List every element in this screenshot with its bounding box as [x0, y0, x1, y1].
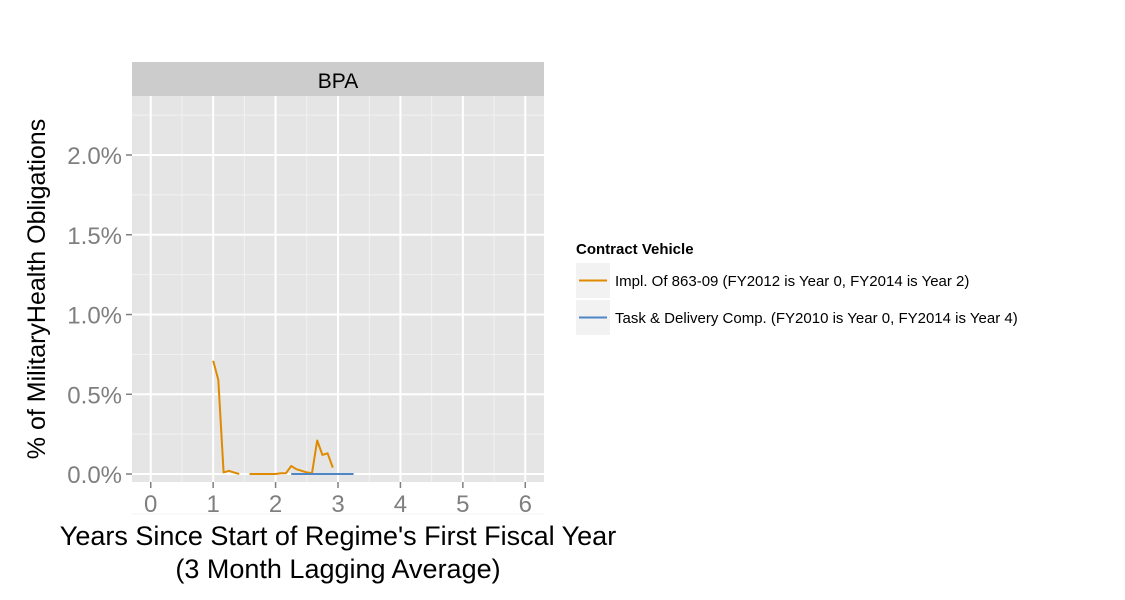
x-axis-subtitle: (3 Month Lagging Average): [175, 554, 500, 584]
x-tick-label: 6: [519, 491, 532, 518]
legend-title: Contract Vehicle: [576, 241, 694, 258]
grid-major: [132, 96, 544, 482]
y-tick-label: 0.5%: [67, 382, 122, 409]
x-tick-label: 4: [394, 491, 407, 518]
x-axis: 0 1 2 3 4 5 6: [144, 482, 532, 518]
facet-label: BPA: [318, 70, 358, 93]
x-tick-label: 0: [144, 491, 157, 518]
x-tick-label: 1: [206, 491, 219, 518]
y-axis: 0.0% 0.5% 1.0% 1.5% 2.0%: [67, 143, 132, 489]
facet-strip: [132, 62, 544, 96]
legend: Contract Vehicle Impl. Of 863-09 (FY2012…: [576, 241, 1018, 335]
y-tick-label: 1.0%: [67, 303, 122, 330]
series-line-1: [212, 360, 240, 475]
series-line-1: [249, 439, 334, 475]
series-lines: [212, 360, 354, 475]
y-tick-label: 2.0%: [67, 143, 122, 170]
x-axis-title: Years Since Start of Regime's First Fisc…: [60, 521, 616, 551]
y-tick-label: 1.5%: [67, 223, 122, 250]
y-tick-label: 0.0%: [67, 462, 122, 489]
x-tick-label: 3: [331, 491, 344, 518]
legend-label: Task & Delivery Comp. (FY2010 is Year 0,…: [615, 310, 1018, 327]
y-axis-title: % of MilitaryHealth Obligations: [23, 119, 51, 459]
legend-label: Impl. Of 863-09 (FY2012 is Year 0, FY201…: [615, 273, 969, 290]
x-tick-label: 2: [269, 491, 282, 518]
legend-items: Impl. Of 863-09 (FY2012 is Year 0, FY201…: [576, 263, 1018, 335]
x-tick-label: 5: [456, 491, 469, 518]
